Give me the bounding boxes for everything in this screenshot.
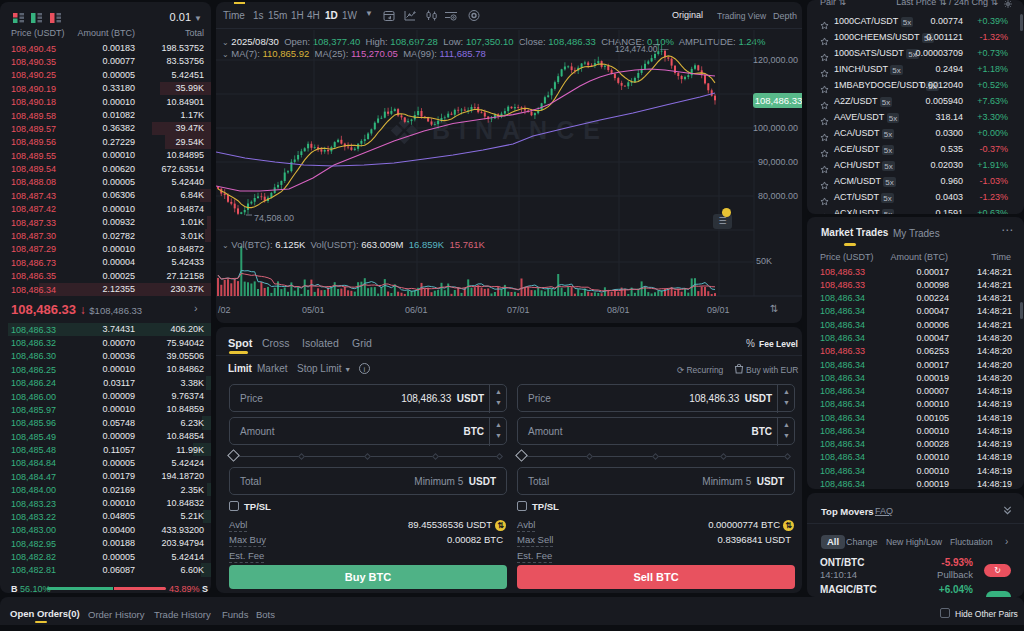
svg-text:BINANCE: BINANCE: [432, 116, 609, 144]
